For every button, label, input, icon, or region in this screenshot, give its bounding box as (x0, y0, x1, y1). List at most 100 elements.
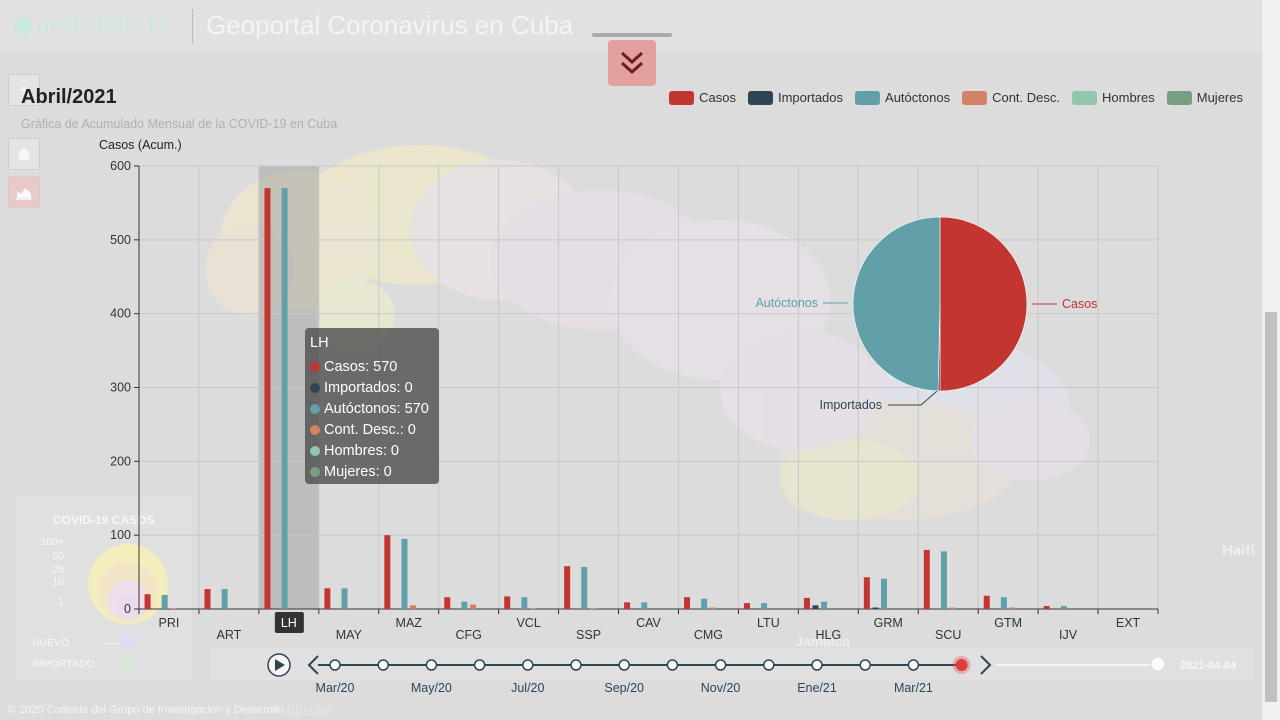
legend-label: Autóctonos (885, 90, 951, 105)
timeline-step[interactable] (714, 659, 727, 671)
app-logo[interactable]: geoCOVID-19 (14, 14, 169, 37)
timeline-step[interactable] (907, 659, 920, 671)
timeline-step[interactable] (859, 659, 871, 671)
chart-toggle-button[interactable] (8, 176, 40, 208)
footer: © 2020 Cortesía del Grupo de Investigaci… (8, 704, 334, 716)
legend-label: Casos (699, 90, 736, 105)
scrollbar-thumb[interactable] (1265, 312, 1277, 702)
chart-tooltip: LH Casos: 570 Importados: 0 Autóctonos: 57… (305, 328, 439, 484)
timeline-step[interactable] (329, 659, 341, 671)
tooltip-row: Hombres: 0 (310, 440, 439, 461)
y-tick-label: 100 (110, 528, 131, 542)
size-legend-value: 25 (52, 564, 64, 576)
x-tick-label: CAV (636, 616, 661, 630)
legend-item[interactable]: Casos (669, 90, 736, 105)
legend-item[interactable]: Cont. Desc. (962, 90, 1060, 105)
bar (264, 188, 271, 609)
bar (983, 595, 990, 609)
plus-icon: + (18, 79, 30, 100)
legend-item[interactable]: Mujeres (1166, 90, 1243, 105)
tooltip-row-label: Casos: 570 (324, 358, 398, 375)
bar (281, 188, 288, 609)
timeline-month-label: Mar/20 (316, 681, 355, 695)
home-icon (17, 148, 31, 160)
chart-legend: Casos Importados Autóctonos Cont. Desc. Homb… (669, 90, 1243, 105)
x-tick-label: EXT (1116, 616, 1141, 630)
logo-text: geoCOVID-19 (38, 14, 170, 36)
chart-panel-subtitle: Gráfica de Acumulado Mensual de la COVID… (21, 117, 338, 131)
y-axis-label: Casos (Acum.) (99, 138, 182, 152)
tooltip-dot (310, 424, 320, 435)
timeline-end-knob[interactable] (1150, 656, 1166, 672)
x-tick-label: SCU (935, 628, 961, 642)
tooltip-row-label: Cont. Desc.: 0 (324, 421, 416, 438)
y-tick-label: 400 (110, 307, 131, 321)
legend-nuevo-dot (120, 635, 134, 649)
bar (684, 597, 691, 609)
size-legend-value: 10 (52, 576, 64, 588)
zoom-in-button[interactable]: + (8, 74, 40, 106)
bar (461, 601, 468, 609)
tooltip-dot (310, 382, 320, 393)
legend-swatch (962, 90, 988, 105)
timeline-step[interactable] (377, 659, 389, 671)
legend-item[interactable]: Hombres (1072, 90, 1155, 105)
x-tick-label: VCL (516, 616, 540, 630)
x-tick-label: HLG (815, 628, 841, 642)
page-scrollbar[interactable] (1262, 0, 1280, 720)
tooltip-title: LH (310, 335, 329, 351)
bar (821, 601, 828, 609)
legend-swatch (669, 90, 695, 105)
bar (923, 549, 930, 609)
panel-drag-handle[interactable] (592, 33, 672, 37)
map-label-haiti: Haití (1222, 542, 1255, 559)
x-tick-label: GRM (874, 616, 903, 630)
bar (444, 597, 451, 609)
legend-item[interactable]: Importados (747, 90, 843, 105)
x-tick-label: MAY (336, 628, 363, 642)
timeline-current-step[interactable] (955, 659, 968, 671)
y-tick-label: 300 (110, 381, 131, 395)
timeline-step[interactable] (811, 659, 823, 671)
timeline-step[interactable] (763, 659, 775, 671)
legend-swatch (855, 90, 881, 105)
bar (161, 594, 168, 609)
home-button[interactable] (8, 138, 40, 170)
cases-size-legend: COVID-19 CASOS 100+ 50 25 10 1 NUEVO IMP… (16, 496, 192, 680)
footer-text: © 2020 Cortesía del Grupo de Investigaci… (8, 704, 284, 716)
bar (1060, 606, 1067, 609)
bar (641, 602, 648, 609)
cuba-heatmap-blobs (205, 145, 1090, 520)
bar (701, 598, 708, 609)
timeline-step[interactable] (473, 659, 486, 671)
bar (709, 607, 716, 609)
timeline-prev-button[interactable] (307, 655, 319, 675)
timeline-step[interactable] (618, 659, 630, 671)
timeline-step[interactable] (522, 659, 534, 671)
x-tick-label: IJV (1059, 628, 1078, 642)
bar (204, 589, 211, 609)
timeline-step[interactable] (570, 659, 582, 671)
collapse-panel-button[interactable] (608, 40, 656, 86)
x-tick-label: PRI (159, 616, 180, 630)
timeline-next-button[interactable] (980, 655, 992, 675)
timeline-step[interactable] (666, 659, 679, 671)
bar (469, 604, 476, 609)
tooltip-row: Casos: 570 (310, 356, 439, 377)
footer-link[interactable]: DDI-UMA (286, 704, 335, 716)
bar (761, 603, 768, 609)
bar (949, 607, 956, 609)
legend-importado-label: IMPORTADO (32, 658, 95, 670)
size-legend-value: 50 (52, 550, 64, 562)
bar (341, 588, 348, 609)
x-tick-label: CMG (694, 628, 723, 642)
legend-item[interactable]: Autóctonos (855, 90, 950, 105)
timeline-date: 2021-04-04 (1180, 660, 1237, 672)
bar (1009, 607, 1016, 609)
bar (504, 596, 511, 609)
timeline-step[interactable] (425, 659, 438, 671)
play-icon (275, 659, 285, 671)
x-tick-label: MAZ (396, 616, 423, 630)
